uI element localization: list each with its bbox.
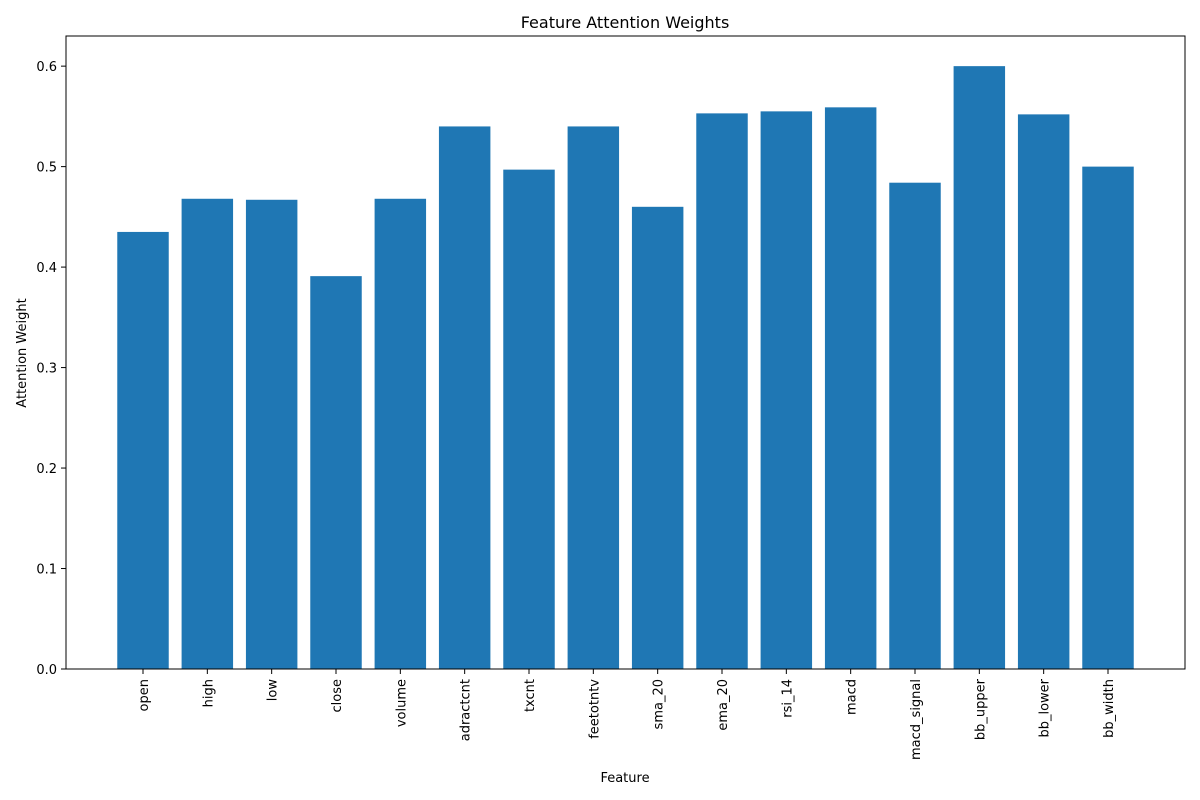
bar-open <box>117 231 169 669</box>
y-tick-label-0.6: 0.6 <box>36 60 57 75</box>
x-tick-label-feetotntv: feetotntv <box>587 679 602 739</box>
x-tick-label-bb_upper: bb_upper <box>973 678 988 740</box>
x-tick-label-high: high <box>201 679 216 707</box>
y-tick-label-0.5: 0.5 <box>36 161 57 176</box>
bar-macd_signal <box>889 182 941 669</box>
x-tick-label-sma_20: sma_20 <box>652 679 667 729</box>
x-tick-label-volume: volume <box>394 679 409 727</box>
bar-adractcnt <box>438 126 491 670</box>
x-axis: open high low close volume adractcnt txcnt feet… <box>137 669 1117 760</box>
bars-group <box>117 66 1134 670</box>
x-axis-label: Feature <box>600 771 649 786</box>
x-tick-label-txcnt: txcnt <box>523 679 538 712</box>
x-tick-label-open: open <box>137 679 152 711</box>
bar-bb_width <box>1082 166 1134 669</box>
y-axis-label: Attention Weight <box>15 298 30 407</box>
x-tick-label-low: low <box>266 679 281 702</box>
bar-feetotntv <box>567 126 620 670</box>
bar-close <box>310 276 362 669</box>
bar-txcnt <box>503 169 555 669</box>
y-tick-label-0.0: 0.0 <box>36 663 57 678</box>
x-tick-label-ema_20: ema_20 <box>716 679 731 731</box>
x-tick-label-rsi_14: rsi_14 <box>780 679 795 718</box>
plot-frame <box>65 35 1186 670</box>
y-tick-label-0.2: 0.2 <box>36 462 57 477</box>
x-tick-label-adractcnt: adractcnt <box>459 679 474 741</box>
x-tick-label-macd: macd <box>845 679 860 715</box>
bar-bb_upper <box>953 66 1006 669</box>
bar-macd <box>824 107 877 670</box>
bar-bb_lower <box>1017 114 1070 670</box>
y-tick-label-0.4: 0.4 <box>36 261 57 276</box>
x-tick-label-bb_width: bb_width <box>1102 679 1117 738</box>
x-tick-label-close: close <box>330 679 345 712</box>
y-axis: 0.0 0.1 0.2 0.3 0.4 0.5 0.6 <box>36 60 66 678</box>
x-tick-label-bb_lower: bb_lower <box>1038 678 1053 737</box>
bar-volume <box>374 198 427 669</box>
y-tick-label-0.3: 0.3 <box>36 362 57 377</box>
y-tick-label-0.1: 0.1 <box>36 563 57 578</box>
bar-sma_20 <box>631 206 684 669</box>
bar-high <box>181 198 234 669</box>
bar-ema_20 <box>696 113 748 670</box>
bar-low <box>245 199 298 669</box>
x-tick-label-macd_signal: macd_signal <box>909 679 924 760</box>
chart-title: Feature Attention Weights <box>521 13 730 32</box>
bar-rsi_14 <box>760 111 813 670</box>
